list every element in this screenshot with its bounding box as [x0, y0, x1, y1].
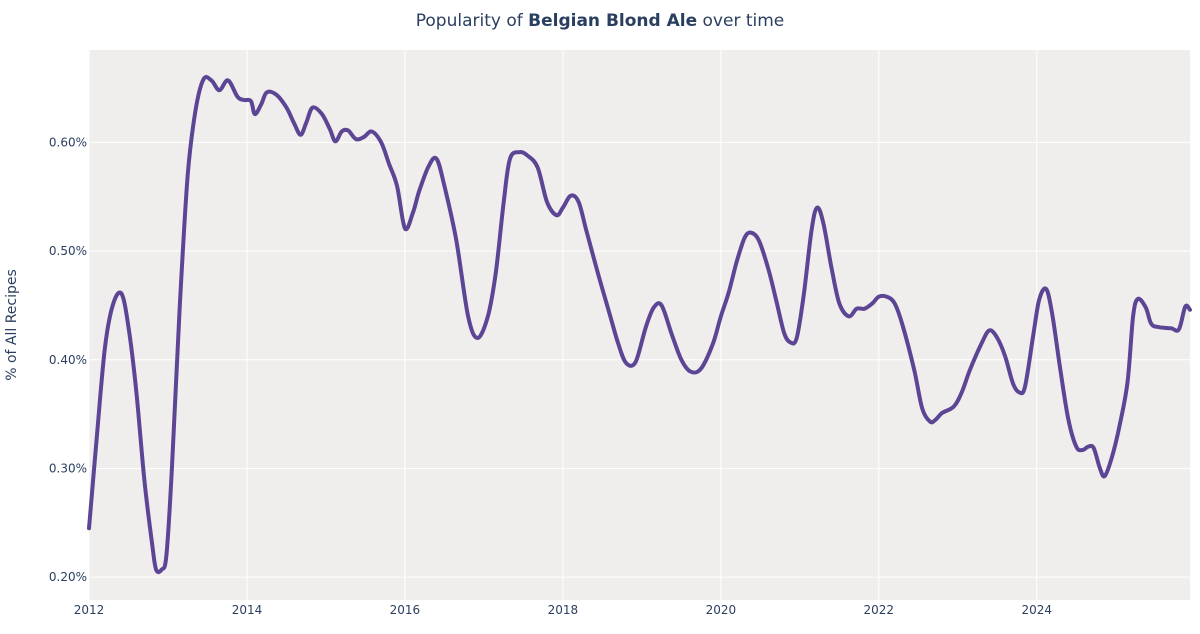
- x-tick-label: 2016: [390, 603, 421, 617]
- x-tick-label: 2012: [74, 603, 105, 617]
- x-tick-label: 2024: [1022, 603, 1053, 617]
- series-line-belgian-blond-ale: [87, 75, 1192, 575]
- x-tick-label: 2020: [706, 603, 737, 617]
- chart-title: Popularity of Belgian Blond Ale over tim…: [416, 11, 785, 31]
- y-axis-ticks: 0.20% 0.30% 0.40% 0.50% 0.60%: [49, 135, 87, 584]
- x-tick-label: 2014: [232, 603, 263, 617]
- x-axis-ticks: 2012 2014 2016 2018 2020 2022 2024: [74, 603, 1052, 617]
- y-tick-label: 0.60%: [49, 135, 87, 149]
- y-tick-label: 0.40%: [49, 353, 87, 367]
- x-tick-label: 2022: [864, 603, 895, 617]
- gridlines: [88, 50, 1190, 600]
- y-tick-label: 0.30%: [49, 461, 87, 475]
- y-tick-label: 0.20%: [49, 570, 87, 584]
- x-tick-label: 2018: [548, 603, 579, 617]
- plot-area: [89, 50, 1190, 600]
- y-axis-label: % of All Recipes: [4, 269, 20, 381]
- y-tick-label: 0.50%: [49, 244, 87, 258]
